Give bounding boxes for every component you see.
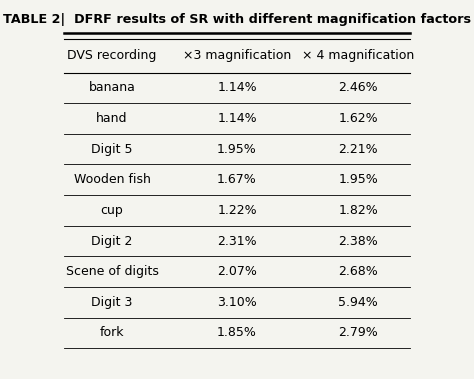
Text: 1.95%: 1.95% (338, 173, 378, 186)
Text: × 4 magnification: × 4 magnification (302, 49, 414, 62)
Text: TABLE 2|  DFRF results of SR with different magnification factors: TABLE 2| DFRF results of SR with differe… (3, 13, 471, 26)
Text: ×3 magnification: ×3 magnification (183, 49, 291, 62)
Text: cup: cup (100, 204, 123, 217)
Text: 1.67%: 1.67% (217, 173, 257, 186)
Text: 1.14%: 1.14% (217, 112, 257, 125)
Text: hand: hand (96, 112, 128, 125)
Text: 2.07%: 2.07% (217, 265, 257, 278)
Text: 1.82%: 1.82% (338, 204, 378, 217)
Text: 2.68%: 2.68% (338, 265, 378, 278)
Text: Digit 3: Digit 3 (91, 296, 133, 309)
Text: 2.31%: 2.31% (217, 235, 257, 247)
Text: 1.14%: 1.14% (217, 81, 257, 94)
Text: fork: fork (100, 326, 124, 340)
Text: 2.21%: 2.21% (338, 143, 378, 156)
Text: Digit 2: Digit 2 (91, 235, 133, 247)
Text: 2.46%: 2.46% (338, 81, 378, 94)
Text: 1.85%: 1.85% (217, 326, 257, 340)
Text: 5.94%: 5.94% (338, 296, 378, 309)
Text: 1.62%: 1.62% (338, 112, 378, 125)
Text: DVS recording: DVS recording (67, 49, 156, 62)
Text: 3.10%: 3.10% (217, 296, 257, 309)
Text: Digit 5: Digit 5 (91, 143, 133, 156)
Text: 2.79%: 2.79% (338, 326, 378, 340)
Text: banana: banana (89, 81, 136, 94)
Text: Scene of digits: Scene of digits (65, 265, 158, 278)
Text: 1.95%: 1.95% (217, 143, 257, 156)
Text: 2.38%: 2.38% (338, 235, 378, 247)
Text: Wooden fish: Wooden fish (73, 173, 150, 186)
Text: 1.22%: 1.22% (217, 204, 257, 217)
